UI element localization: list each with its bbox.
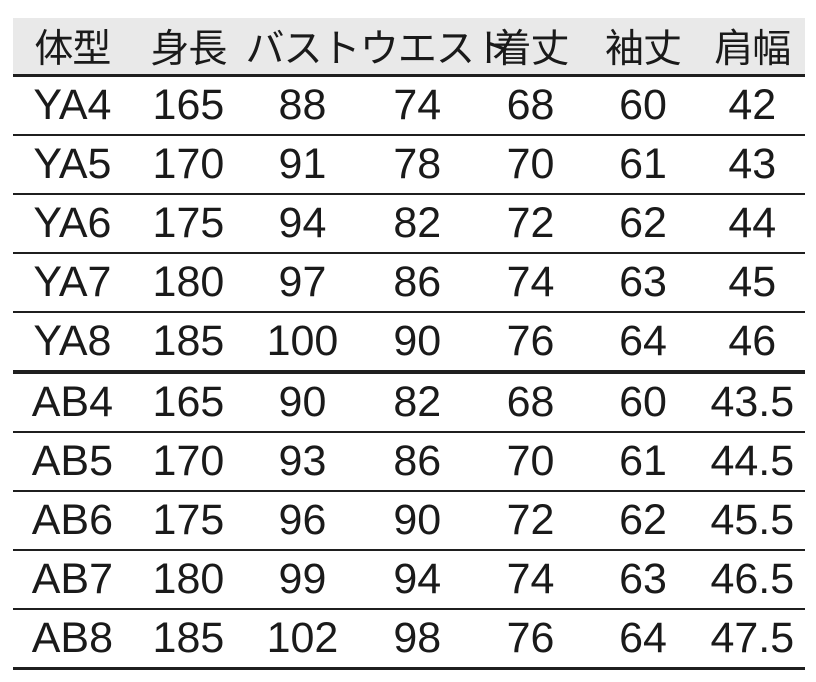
measurement-cell: 62	[586, 491, 700, 551]
measurement-cell: 97	[245, 253, 360, 313]
body-type-cell: YA8	[13, 312, 132, 374]
measurement-cell: 60	[586, 75, 700, 136]
measurement-cell: 61	[586, 432, 700, 492]
body-type-cell: YA6	[13, 194, 132, 254]
measurement-cell: 44.5	[699, 432, 805, 492]
table-row: AB8 185 102 98 76 64 47.5	[13, 609, 805, 670]
table-row: AB5 170 93 86 70 61 44.5	[13, 432, 805, 492]
measurement-cell: 46.5	[699, 550, 805, 610]
measurement-cell: 100	[245, 312, 360, 374]
measurement-cell: 165	[131, 372, 246, 433]
measurement-cell: 91	[245, 135, 360, 195]
table-row: YA7 180 97 86 74 63 45	[13, 253, 805, 313]
column-header-bust: バスト	[245, 18, 360, 77]
measurement-cell: 45.5	[699, 491, 805, 551]
table-row: YA6 175 94 82 72 62 44	[13, 194, 805, 254]
measurement-cell: 70	[474, 432, 587, 492]
body-type-cell: AB6	[13, 491, 132, 551]
body-type-cell: AB4	[13, 372, 132, 433]
size-chart-table: 体型 身長 バスト ウエスト 着丈 袖丈 肩幅 YA4 165 88 74 68 60 42…	[13, 18, 805, 670]
measurement-cell: 98	[359, 609, 475, 670]
measurement-cell: 70	[474, 135, 587, 195]
measurement-cell: 102	[245, 609, 360, 670]
measurement-cell: 175	[131, 194, 246, 254]
measurement-cell: 170	[131, 432, 246, 492]
measurement-cell: 82	[359, 194, 475, 254]
measurement-cell: 185	[131, 312, 246, 374]
measurement-cell: 72	[474, 491, 587, 551]
measurement-cell: 47.5	[699, 609, 805, 670]
measurement-cell: 43.5	[699, 372, 805, 433]
measurement-cell: 42	[699, 75, 805, 136]
body-type-cell: AB7	[13, 550, 132, 610]
table-row: YA4 165 88 74 68 60 42	[13, 75, 805, 136]
body-type-cell: YA4	[13, 75, 132, 136]
table-row: AB4 165 90 82 68 60 43.5	[13, 372, 805, 433]
column-header-sleeve: 袖丈	[586, 18, 700, 77]
body-type-cell: AB8	[13, 609, 132, 670]
measurement-cell: 180	[131, 253, 246, 313]
measurement-cell: 170	[131, 135, 246, 195]
measurement-cell: 96	[245, 491, 360, 551]
measurement-cell: 46	[699, 312, 805, 374]
table-header: 体型 身長 バスト ウエスト 着丈 袖丈 肩幅	[13, 18, 805, 77]
measurement-cell: 61	[586, 135, 700, 195]
measurement-cell: 64	[586, 609, 700, 670]
body-type-cell: YA7	[13, 253, 132, 313]
table-row: AB6 175 96 90 72 62 45.5	[13, 491, 805, 551]
measurement-cell: 90	[359, 491, 475, 551]
measurement-cell: 86	[359, 432, 475, 492]
measurement-cell: 180	[131, 550, 246, 610]
size-table-body: YA4 165 88 74 68 60 42 YA5 170 91 78 70 61 43 YA6 175 94…	[13, 75, 805, 670]
measurement-cell: 94	[359, 550, 475, 610]
measurement-cell: 90	[245, 372, 360, 433]
measurement-cell: 68	[474, 75, 587, 136]
measurement-cell: 76	[474, 609, 587, 670]
measurement-cell: 60	[586, 372, 700, 433]
column-header-body-type: 体型	[13, 18, 132, 77]
measurement-cell: 185	[131, 609, 246, 670]
measurement-cell: 165	[131, 75, 246, 136]
table-row: AB7 180 99 94 74 63 46.5	[13, 550, 805, 610]
column-header-waist: ウエスト	[359, 18, 513, 77]
table-row: YA5 170 91 78 70 61 43	[13, 135, 805, 195]
measurement-cell: 44	[699, 194, 805, 254]
measurement-cell: 99	[245, 550, 360, 610]
measurement-cell: 74	[474, 550, 587, 610]
measurement-cell: 175	[131, 491, 246, 551]
body-type-cell: YA5	[13, 135, 132, 195]
measurement-cell: 68	[474, 372, 587, 433]
measurement-cell: 62	[586, 194, 700, 254]
measurement-cell: 93	[245, 432, 360, 492]
measurement-cell: 86	[359, 253, 475, 313]
measurement-cell: 88	[245, 75, 360, 136]
table-row: YA8 185 100 90 76 64 46	[13, 312, 805, 374]
measurement-cell: 45	[699, 253, 805, 313]
measurement-cell: 63	[586, 550, 700, 610]
measurement-cell: 82	[359, 372, 475, 433]
measurement-cell: 43	[699, 135, 805, 195]
column-header-shoulder: 肩幅	[699, 18, 805, 77]
measurement-cell: 74	[359, 75, 475, 136]
measurement-cell: 78	[359, 135, 475, 195]
measurement-cell: 74	[474, 253, 587, 313]
body-type-cell: AB5	[13, 432, 132, 492]
measurement-cell: 64	[586, 312, 700, 374]
header-row: 体型 身長 バスト ウエスト 着丈 袖丈 肩幅	[13, 18, 805, 77]
column-header-length: 着丈	[474, 18, 587, 77]
measurement-cell: 94	[245, 194, 360, 254]
measurement-cell: 72	[474, 194, 587, 254]
measurement-cell: 90	[359, 312, 475, 374]
column-header-height: 身長	[131, 18, 246, 77]
measurement-cell: 63	[586, 253, 700, 313]
measurement-cell: 76	[474, 312, 587, 374]
